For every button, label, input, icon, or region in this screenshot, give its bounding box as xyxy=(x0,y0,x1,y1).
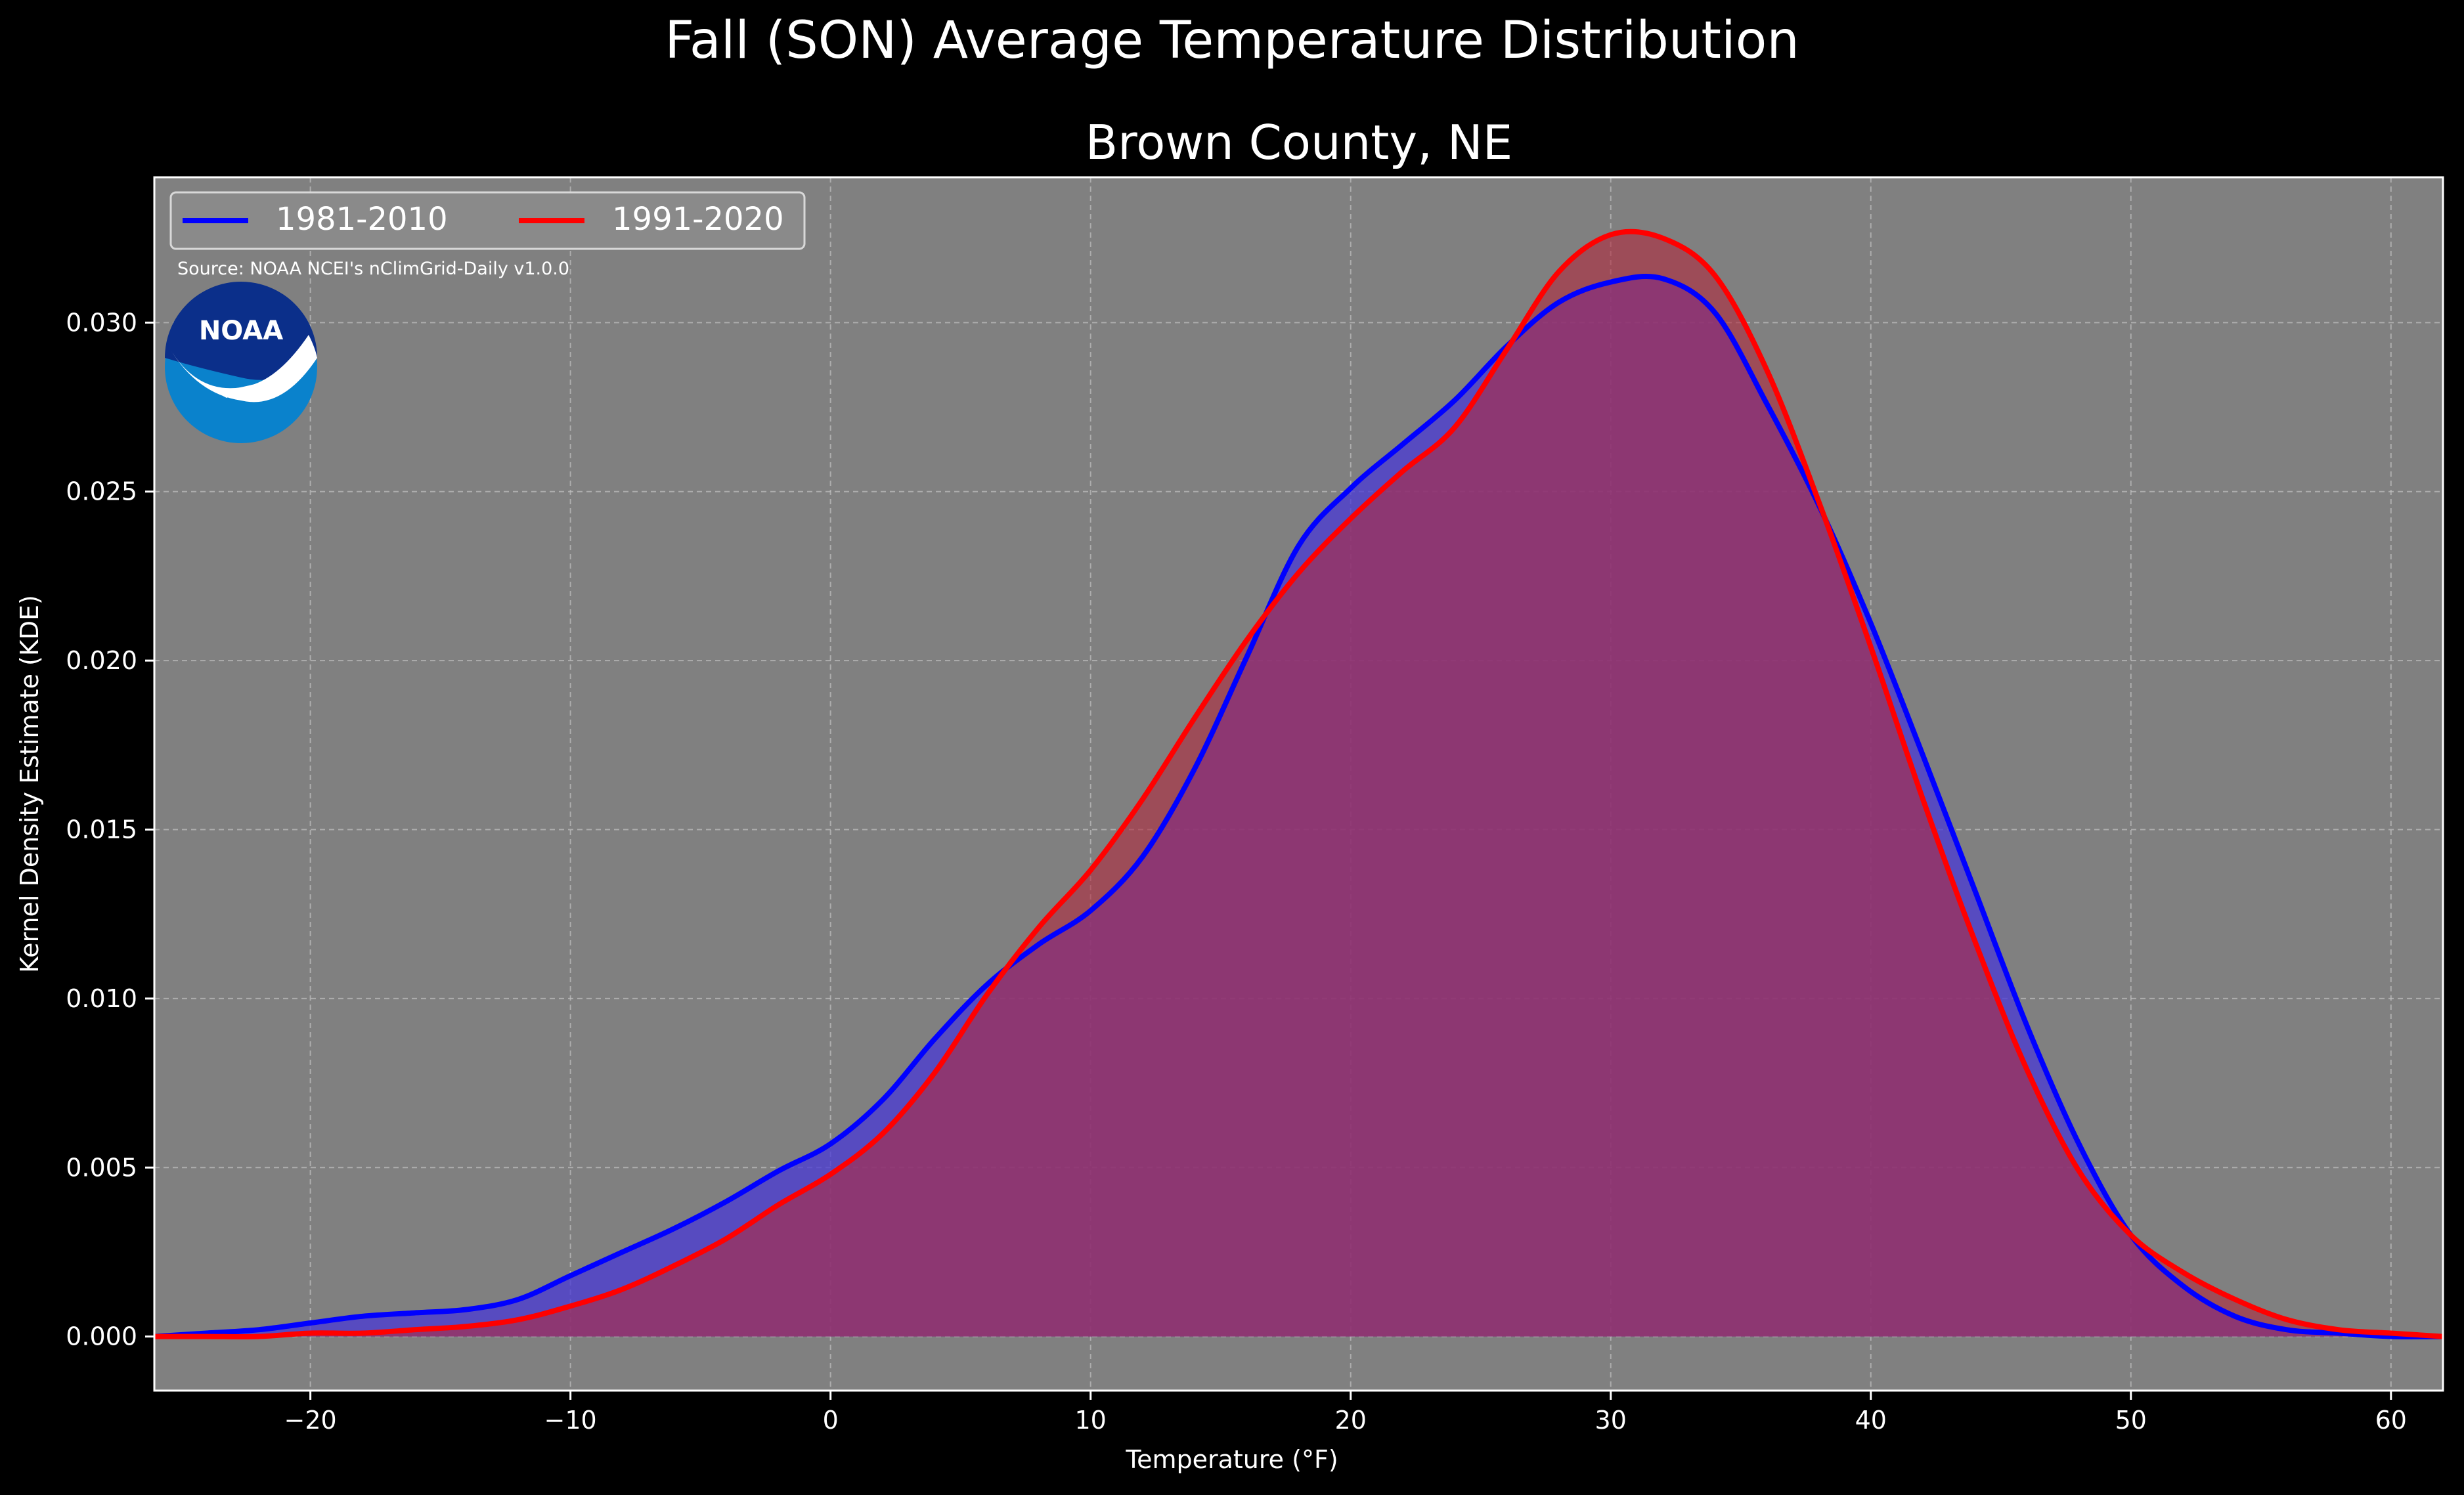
x-tick-label: 30 xyxy=(1595,1406,1627,1435)
series-line-1991-2020 xyxy=(154,228,2444,1339)
x-axis-ticks: −20 −10 0 10 20 30 40 50 60 xyxy=(284,1391,2407,1435)
x-tick-label: 50 xyxy=(2115,1406,2147,1435)
y-axis-ticks: 0.000 0.005 0.010 0.015 0.020 0.025 0.030 xyxy=(66,308,154,1351)
chart-subtitle: Brown County, NE xyxy=(1086,115,1512,170)
x-tick-label: −10 xyxy=(544,1406,597,1435)
y-tick-label: 0.015 xyxy=(66,815,137,844)
x-tick-label: 60 xyxy=(2375,1406,2407,1435)
area-fill-1991-2020 xyxy=(154,231,2443,1337)
density-fills xyxy=(154,231,2443,1337)
legend-box xyxy=(169,191,806,250)
y-tick-label: 0.020 xyxy=(66,646,137,675)
y-axis-label: Kernel Density Estimate (KDE) xyxy=(15,595,44,973)
x-tick-label: −20 xyxy=(284,1406,337,1435)
source-note: Source: NOAA NCEI's nClimGrid-Daily v1.0… xyxy=(177,259,569,279)
x-tick-label: 40 xyxy=(1855,1406,1887,1435)
legend-label-1981-2010: 1981-2010 xyxy=(276,201,448,238)
density-lines xyxy=(154,228,2444,1339)
y-tick-label: 0.025 xyxy=(66,477,137,506)
y-tick-label: 0.000 xyxy=(66,1322,137,1351)
legend-label-1991-2020: 1991-2020 xyxy=(612,201,784,238)
series-line-1981-2010 xyxy=(154,273,2444,1339)
noaa-logo-icon: NOAA xyxy=(165,282,317,443)
x-tick-label: 20 xyxy=(1335,1406,1367,1435)
x-tick-label: 10 xyxy=(1075,1406,1107,1435)
x-axis-label: Temperature (°F) xyxy=(1125,1445,1338,1474)
chart-title: Fall (SON) Average Temperature Distribut… xyxy=(665,11,1799,70)
legend: 1981-2010 1991-2020 xyxy=(169,191,806,250)
y-tick-label: 0.030 xyxy=(66,308,137,337)
x-tick-label: 0 xyxy=(823,1406,839,1435)
plot-frame xyxy=(153,176,2444,1392)
y-tick-label: 0.010 xyxy=(66,984,137,1013)
logo-text: NOAA xyxy=(199,316,283,346)
y-tick-label: 0.005 xyxy=(66,1153,137,1182)
